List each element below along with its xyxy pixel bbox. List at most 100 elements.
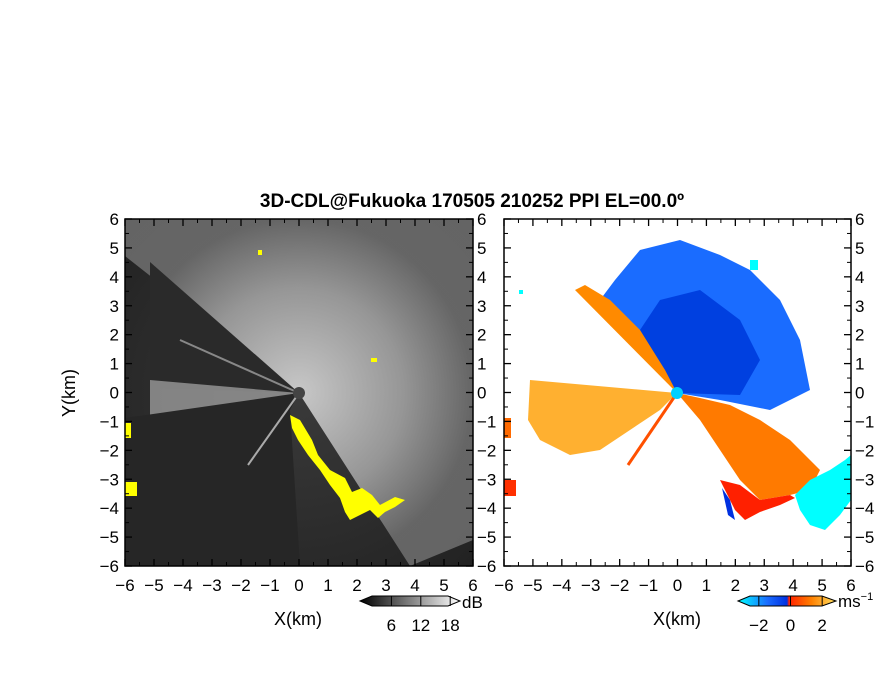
y-tick-label-right: 3 xyxy=(855,297,864,316)
y-tick-label-right: −1 xyxy=(855,412,874,431)
y-tick-label-right: −3 xyxy=(477,470,496,489)
y-tick-label: 6 xyxy=(110,210,119,229)
snr-strong-echo xyxy=(125,423,131,438)
x-tick-label: 1 xyxy=(702,576,711,595)
velocity-negative-edge xyxy=(722,488,735,520)
velocity-colorbar-bar xyxy=(736,595,838,607)
x-tick-label: −4 xyxy=(552,576,571,595)
x-tick-label: −5 xyxy=(523,576,542,595)
colorbar-tick-label: 12 xyxy=(411,616,430,635)
radar-site xyxy=(293,387,305,399)
y-tick-label-right: −3 xyxy=(855,470,874,489)
y-tick-label-right: 0 xyxy=(477,384,486,403)
y-tick-label-right: −6 xyxy=(855,557,874,576)
snr-blocked-wedge-upper xyxy=(150,262,299,393)
snr-axis-labels: −6 −5 −4 −3 −2 −1 0 1 2 3 4 5 66 65 54 43 32 21 10 0−1 −1−2−… xyxy=(100,210,497,595)
y-tick-label-right: −2 xyxy=(855,441,874,460)
x-tick-label: −6 xyxy=(494,576,513,595)
velocity-colorbar-unit: ms−1 xyxy=(838,591,873,611)
radar-site xyxy=(671,387,683,399)
snr-strong-echo xyxy=(371,358,377,362)
y-tick-label: 2 xyxy=(110,326,119,345)
snr-colorbar: dB 6 12 18 xyxy=(358,593,483,635)
x-tick-label: 6 xyxy=(846,576,855,595)
velocity-colorbar-unit-base: ms xyxy=(838,592,861,611)
velocity-colorbar-ticks: −2 0 2 xyxy=(749,596,827,635)
velocity-colorbar: ms−1 −2 0 2 xyxy=(736,591,873,635)
snr-axis-ticks xyxy=(124,218,474,567)
x-tick-label: 4 xyxy=(788,576,797,595)
figure-title: 3D-CDL@Fukuoka 170505 210252 PPI EL=00.0… xyxy=(260,191,684,212)
velocity-strong-negative xyxy=(795,455,851,530)
velocity-strong-negative xyxy=(519,290,523,294)
y-tick-label-right: 6 xyxy=(477,210,486,229)
snr-strong-echo xyxy=(125,482,137,496)
colorbar-tick-label: 18 xyxy=(441,616,460,635)
y-tick-label-right: 6 xyxy=(855,210,864,229)
snr-xlabel: X(km) xyxy=(274,609,322,629)
snr-colorbar-unit: dB xyxy=(462,593,483,612)
y-tick-label-right: 1 xyxy=(855,355,864,374)
y-tick-label-right: −6 xyxy=(477,557,496,576)
y-tick-label-right: 5 xyxy=(855,239,864,258)
y-tick-label-right: −4 xyxy=(855,499,874,518)
colorbar-tick-label: 0 xyxy=(786,616,795,635)
y-tick-label-right: 5 xyxy=(477,239,486,258)
y-tick-label-right: −4 xyxy=(477,499,496,518)
y-tick-label: −3 xyxy=(100,470,119,489)
velocity-positive-edge xyxy=(720,480,795,520)
x-tick-label: 4 xyxy=(410,576,419,595)
y-tick-label-right: 4 xyxy=(477,268,486,287)
y-tick-label-right: 2 xyxy=(477,326,486,345)
x-tick-label: 3 xyxy=(760,576,769,595)
y-tick-label-right: 1 xyxy=(477,355,486,374)
velocity-xlabel: X(km) xyxy=(653,609,701,629)
snr-ray xyxy=(179,339,300,394)
y-tick-label-right: 3 xyxy=(477,297,486,316)
x-tick-label: −2 xyxy=(610,576,629,595)
y-tick-label-right: 4 xyxy=(855,268,864,287)
x-tick-label: 6 xyxy=(468,576,477,595)
x-tick-label: −2 xyxy=(231,576,250,595)
velocity-positive-region xyxy=(504,480,516,496)
y-tick-label-right: 2 xyxy=(855,326,864,345)
velocity-colorbar-unit-exponent: −1 xyxy=(861,591,874,603)
velocity-positive-region xyxy=(504,418,511,438)
y-tick-label: 0 xyxy=(110,384,119,403)
snr-panel: −6 −5 −4 −3 −2 −1 0 1 2 3 4 5 66 65 54 43 32 21 10 0−1 −1−2−… xyxy=(59,210,496,629)
snr-ray xyxy=(247,392,300,466)
x-tick-label: −3 xyxy=(202,576,221,595)
velocity-negative-core xyxy=(640,290,760,395)
velocity-ray xyxy=(626,392,679,466)
y-tick-label: −1 xyxy=(100,412,119,431)
x-tick-label: 5 xyxy=(439,576,448,595)
y-tick-label: −6 xyxy=(100,557,119,576)
snr-strong-echo xyxy=(258,250,262,255)
x-tick-label: 0 xyxy=(673,576,682,595)
x-tick-label: −1 xyxy=(639,576,658,595)
y-tick-label: 1 xyxy=(110,355,119,374)
y-tick-label: 5 xyxy=(110,239,119,258)
x-tick-label: 3 xyxy=(381,576,390,595)
velocity-positive-region xyxy=(575,285,677,393)
x-tick-label: 1 xyxy=(323,576,332,595)
snr-blocked-wedge-lower xyxy=(125,393,300,566)
snr-colorbar-ticks: 6 12 18 xyxy=(387,596,460,635)
snr-strong-echo xyxy=(290,415,405,520)
y-tick-label-right: 0 xyxy=(855,384,864,403)
y-tick-label-right: −1 xyxy=(477,412,496,431)
colorbar-tick-label: −2 xyxy=(749,616,768,635)
x-tick-label: 2 xyxy=(731,576,740,595)
y-tick-label: 4 xyxy=(110,268,119,287)
x-tick-label: −3 xyxy=(581,576,600,595)
velocity-strong-negative xyxy=(750,260,758,270)
y-tick-label-right: −5 xyxy=(477,528,496,547)
snr-colorbar-bar xyxy=(358,595,462,607)
x-tick-label: −4 xyxy=(173,576,192,595)
y-tick-label: 3 xyxy=(110,297,119,316)
x-tick-label: 2 xyxy=(352,576,361,595)
velocity-positive-region xyxy=(677,393,820,500)
snr-ylabel: Y(km) xyxy=(59,369,79,417)
